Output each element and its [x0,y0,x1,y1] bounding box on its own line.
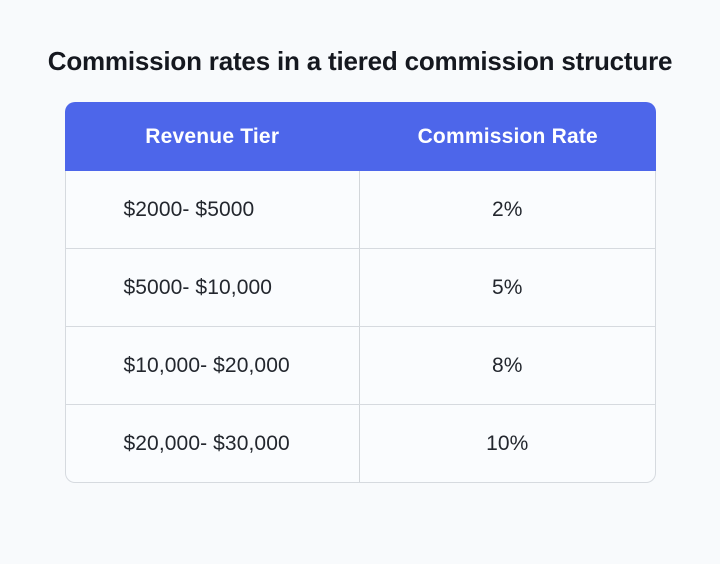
page-title: Commission rates in a tiered commission … [47,46,673,76]
commission-rate-cell: 8% [491,353,523,377]
header-cell-commission-rate: Commission Rate [417,124,598,148]
commission-rate-cell: 10% [486,431,529,455]
table-row: $20,000- $30,000 10% [65,404,655,482]
revenue-tier-cell: $20,000- $30,000 [66,405,360,482]
table-row: $10,000- $20,000 8% [65,326,655,404]
table-header: Revenue Tier Commission Rate [64,102,656,171]
table-row: $2000- $5000 2% [66,171,655,248]
revenue-tier-cell: $2000- $5000 [66,171,360,248]
commission-table: Revenue Tier Commission Rate $2000- $500… [64,102,656,483]
table-row: $5000- $10,000 5% [65,248,655,326]
header-cell-revenue-tier: Revenue Tier [145,124,280,148]
table-body: $2000- $5000 2% $5000- $10,000 5% $10,00… [64,171,656,483]
commission-rate-cell: 2% [491,197,523,221]
revenue-tier-cell: $10,000- $20,000 [66,327,360,404]
commission-rate-cell: 5% [491,275,523,299]
revenue-tier-cell: $5000- $10,000 [66,249,360,326]
